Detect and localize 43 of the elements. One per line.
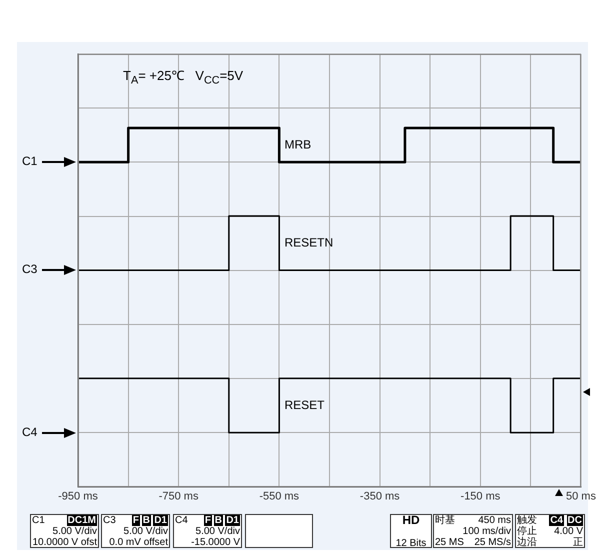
text: C4 [175, 515, 188, 526]
text: DC1M [66, 515, 97, 526]
text: C3 [103, 515, 116, 526]
text: C4 [22, 424, 38, 439]
x-tick-label: -750 ms [158, 490, 199, 502]
text: 12 Bits [394, 538, 428, 549]
text: 4.00 V [554, 526, 583, 537]
x-tick-label: -150 ms [460, 490, 501, 502]
text: C3 [22, 262, 38, 276]
text: T$_{A}$= +25℃ V$_{CC}$=5V [123, 67, 244, 87]
text: 10.0000 V ofst [32, 537, 97, 548]
text: 450 ms [478, 515, 511, 526]
text: 触发 [517, 515, 537, 526]
text: 25 MS [435, 537, 464, 548]
text: 5.00 V/div [52, 526, 97, 537]
text: B [214, 515, 223, 526]
x-tick-label: 50 ms [566, 490, 596, 502]
text: 100 ms/div [462, 526, 511, 537]
text: 0.0 mV offset [109, 537, 168, 548]
text: -15.0000 V [191, 537, 240, 548]
text: B [142, 515, 151, 526]
x-tick-label: -950 ms [58, 490, 98, 502]
text: 5.00 V/div [124, 526, 168, 537]
text: 正 [573, 537, 583, 548]
text: F [132, 515, 140, 526]
text: 25 MS/s [474, 537, 511, 548]
series-label: RESETN [284, 235, 334, 250]
x-tick-label: -350 ms [360, 490, 400, 502]
text: 边沿 [517, 537, 537, 548]
series-label: MRB [284, 137, 312, 152]
text: D1 [153, 515, 168, 526]
text: F [204, 515, 212, 526]
x-tick-label: -550 ms [259, 490, 300, 502]
text: DC [566, 515, 583, 526]
text: HD [401, 513, 421, 527]
series-label: RESET [284, 398, 326, 412]
text: C1 [32, 515, 45, 526]
text: D1 [225, 515, 240, 526]
text: C1 [22, 154, 38, 168]
text: 停止 [517, 526, 537, 537]
text: C4 [549, 515, 564, 526]
text: 5.00 V/div [196, 526, 240, 537]
text: 时基 [435, 515, 455, 526]
